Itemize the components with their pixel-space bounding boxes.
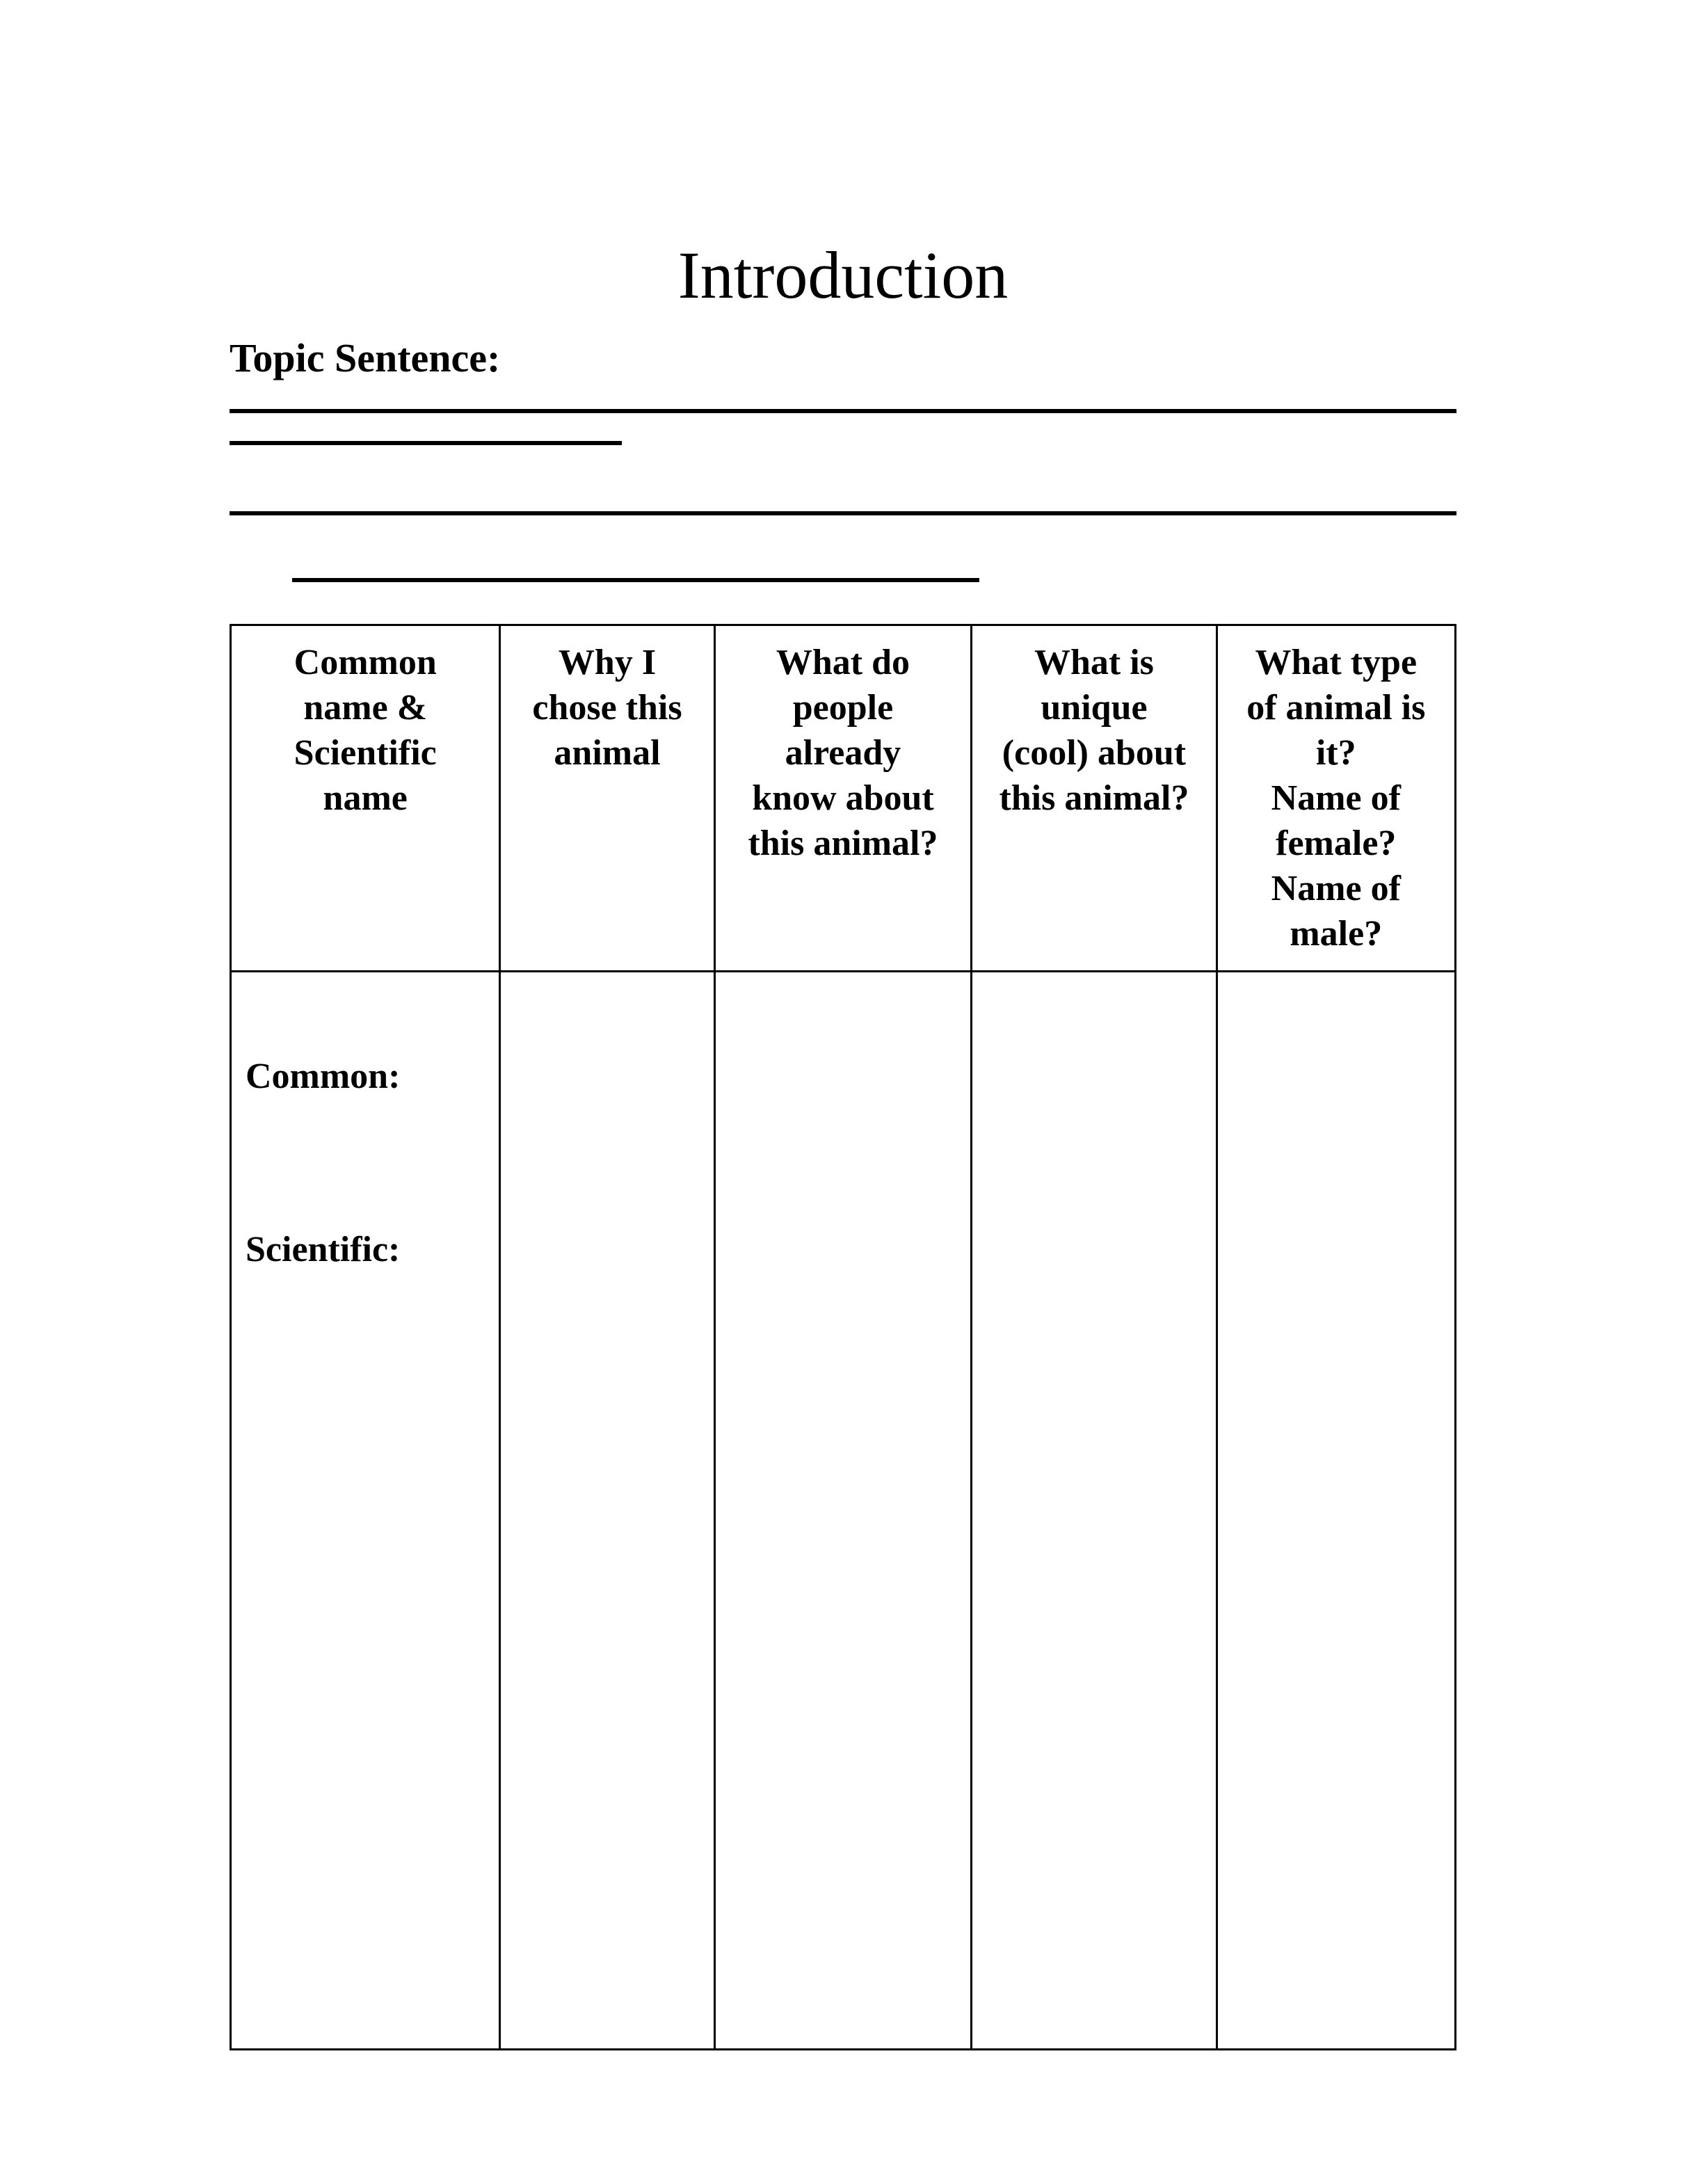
header-text: chose this bbox=[508, 685, 706, 730]
cell-why bbox=[500, 972, 714, 2050]
header-text: What type bbox=[1225, 640, 1447, 685]
header-text: unique bbox=[979, 685, 1208, 730]
header-text: animal bbox=[508, 730, 706, 776]
page-title: Introduction bbox=[230, 236, 1456, 314]
worksheet-table: Common name & Scientific name Why I chos… bbox=[230, 624, 1456, 2050]
writing-line-1 bbox=[230, 409, 1456, 413]
header-text: name bbox=[239, 776, 492, 821]
header-text: of animal is bbox=[1225, 685, 1447, 730]
writing-line-4 bbox=[292, 578, 979, 582]
column-header-name: Common name & Scientific name bbox=[231, 625, 500, 972]
header-text: Name of bbox=[1225, 776, 1447, 821]
cell-know bbox=[714, 972, 972, 2050]
writing-line-2 bbox=[230, 441, 622, 445]
topic-sentence-label: Topic Sentence: bbox=[230, 335, 1456, 381]
column-header-unique: What is unique (cool) about this animal? bbox=[972, 625, 1217, 972]
header-text: this animal? bbox=[979, 776, 1208, 821]
cell-unique bbox=[972, 972, 1217, 2050]
column-header-why: Why I chose this animal bbox=[500, 625, 714, 972]
header-text: already bbox=[723, 730, 964, 776]
header-text: Scientific bbox=[239, 730, 492, 776]
header-text: Why I bbox=[508, 640, 706, 685]
table-row: Common: Scientific: bbox=[231, 972, 1456, 2050]
column-header-type: What type of animal is it? Name of femal… bbox=[1217, 625, 1455, 972]
header-text: Name of bbox=[1225, 866, 1447, 911]
scientific-label: Scientific: bbox=[246, 1229, 485, 1270]
header-text: know about bbox=[723, 776, 964, 821]
writing-line-3 bbox=[230, 511, 1456, 515]
header-text: female? bbox=[1225, 821, 1447, 866]
header-text: What is bbox=[979, 640, 1208, 685]
header-text: name & bbox=[239, 685, 492, 730]
header-text: people bbox=[723, 685, 964, 730]
header-text: What do bbox=[723, 640, 964, 685]
header-text: this animal? bbox=[723, 821, 964, 866]
table-header-row: Common name & Scientific name Why I chos… bbox=[231, 625, 1456, 972]
common-label: Common: bbox=[246, 1056, 485, 1097]
cell-name: Common: Scientific: bbox=[231, 972, 500, 2050]
header-text: Common bbox=[239, 640, 492, 685]
header-text: (cool) about bbox=[979, 730, 1208, 776]
column-header-know: What do people already know about this a… bbox=[714, 625, 972, 972]
header-text: male? bbox=[1225, 911, 1447, 956]
cell-type bbox=[1217, 972, 1455, 2050]
header-text: it? bbox=[1225, 730, 1447, 776]
